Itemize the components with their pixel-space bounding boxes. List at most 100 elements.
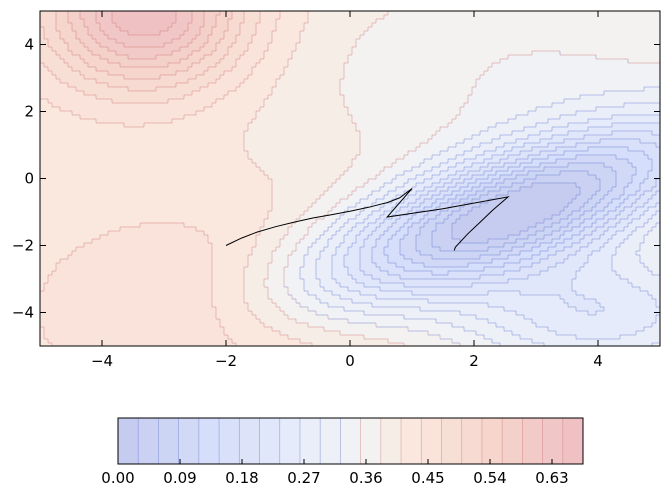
contour-line-segment xyxy=(488,126,492,128)
contour-line-segment xyxy=(259,19,261,23)
contour-line-segment xyxy=(48,342,52,344)
contour-band xyxy=(40,251,73,256)
contour-line-segment xyxy=(384,230,388,232)
contour-line-segment xyxy=(299,215,301,219)
contour-band xyxy=(80,11,97,16)
contour-band xyxy=(416,175,433,180)
contour-band xyxy=(176,71,205,76)
contour-line-segment xyxy=(499,59,501,63)
contour-line-segment xyxy=(564,230,568,232)
contour-band xyxy=(460,215,553,220)
contour-line-segment xyxy=(440,250,444,252)
contour-band xyxy=(508,191,581,196)
contour-band xyxy=(276,19,309,24)
contour-line-segment xyxy=(560,210,564,212)
contour-band xyxy=(628,183,641,188)
contour-line-segment xyxy=(460,250,464,252)
contour-band xyxy=(640,247,660,252)
contour-line-segment xyxy=(507,167,509,171)
contour-line-segment xyxy=(116,86,120,88)
contour-line-segment xyxy=(412,270,416,272)
contour-line-segment xyxy=(484,242,488,244)
contour-line-segment xyxy=(520,162,524,164)
contour-line-segment xyxy=(388,274,392,276)
contour-line-segment xyxy=(271,91,273,95)
contour-line-segment xyxy=(460,106,464,108)
contour-line-segment xyxy=(620,230,624,232)
contour-band xyxy=(188,55,205,60)
contour-line-segment xyxy=(43,35,45,39)
contour-line-segment xyxy=(488,290,492,292)
contour-band xyxy=(448,123,497,128)
contour-band xyxy=(468,171,485,176)
contour-band xyxy=(48,67,73,72)
contour-line-segment xyxy=(504,238,508,240)
contour-line-segment xyxy=(160,222,164,224)
contour-line-segment xyxy=(180,82,184,84)
contour-line-segment xyxy=(472,162,476,164)
contour-line-segment xyxy=(560,298,564,300)
contour-band xyxy=(512,331,557,336)
contour-line-segment xyxy=(588,110,592,112)
contour-line-segment xyxy=(436,246,440,248)
contour-band xyxy=(344,223,357,228)
contour-line-segment xyxy=(308,226,312,228)
contour-line-segment xyxy=(447,159,449,163)
contour-line-segment xyxy=(432,310,436,312)
contour-band xyxy=(452,191,465,196)
contour-band xyxy=(40,131,245,136)
contour-line-segment xyxy=(388,166,392,168)
contour-line-segment xyxy=(588,254,592,256)
colorbar-tick-label: 0.63 xyxy=(535,469,568,487)
contour-line-segment xyxy=(152,222,156,224)
contour-line-segment xyxy=(471,163,473,167)
contour-line-segment xyxy=(307,247,309,251)
contour-band xyxy=(40,167,261,172)
contour-band xyxy=(460,343,501,346)
contour-line-segment xyxy=(608,338,612,340)
contour-line-segment xyxy=(643,235,645,239)
colorbar-tick-label: 0.54 xyxy=(473,469,506,487)
contour-line-segment xyxy=(399,227,401,231)
contour-line-segment xyxy=(523,179,525,183)
contour-band xyxy=(76,87,129,92)
contour-line-segment xyxy=(632,230,636,232)
contour-line-segment xyxy=(423,263,425,267)
contour-line-segment xyxy=(99,235,101,239)
contour-line-segment xyxy=(92,66,96,68)
contour-line-segment xyxy=(504,178,508,180)
contour-line-segment xyxy=(556,294,560,296)
contour-band xyxy=(388,255,405,260)
contour-line-segment xyxy=(632,114,636,116)
contour-line-segment xyxy=(612,138,616,140)
contour-line-segment xyxy=(411,259,413,263)
contour-band xyxy=(336,203,357,208)
colorbar-swatch xyxy=(340,418,362,464)
contour-line-segment xyxy=(531,247,533,251)
contour-line-segment xyxy=(651,163,653,167)
contour-line-segment xyxy=(383,195,385,199)
contour-line-segment xyxy=(464,138,468,140)
contour-band xyxy=(376,239,389,244)
contour-line-segment xyxy=(164,74,168,76)
contour-line-segment xyxy=(119,227,121,231)
contour-line-segment xyxy=(343,307,345,311)
contour-line-segment xyxy=(159,31,161,35)
contour-line-segment xyxy=(416,174,420,176)
contour-line-segment xyxy=(504,150,508,152)
contour-line-segment xyxy=(408,278,412,280)
contour-line-segment xyxy=(196,50,200,52)
contour-line-segment xyxy=(580,94,584,96)
contour-line-segment xyxy=(295,319,297,323)
contour-line-segment xyxy=(407,219,409,223)
contour-line-segment xyxy=(364,314,368,316)
contour-line-segment xyxy=(392,306,396,308)
contour-line-segment xyxy=(420,182,424,184)
contour-line-segment xyxy=(552,142,556,144)
contour-band xyxy=(556,331,637,336)
contour-line-segment xyxy=(284,234,288,236)
contour-line-segment xyxy=(591,207,593,211)
contour-line-segment xyxy=(188,42,192,44)
contour-line-segment xyxy=(624,206,628,208)
contour-line-segment xyxy=(247,155,249,159)
